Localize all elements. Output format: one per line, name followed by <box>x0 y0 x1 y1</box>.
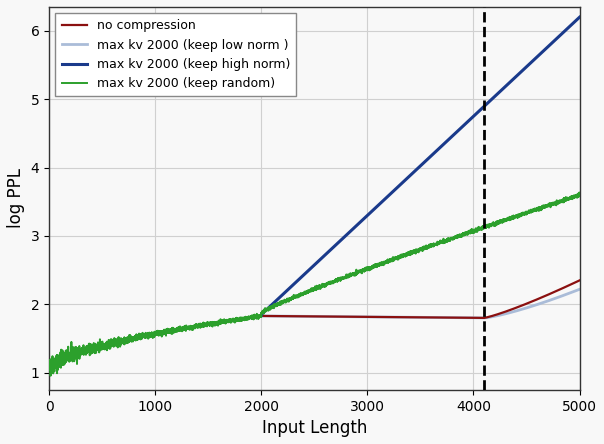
max kv 2000 (keep random) <box>45 364 53 369</box>
max kv 2000 (keep low norm ) <box>364 314 371 320</box>
max kv 2000 (keep random) <box>364 266 371 272</box>
max kv 2000 (keep random) <box>442 239 449 244</box>
max kv 2000 (keep random) <box>47 373 54 378</box>
no compression <box>576 278 583 283</box>
no compression <box>142 333 149 339</box>
Y-axis label: log PPL: log PPL <box>7 168 25 228</box>
max kv 2000 (keep high norm) <box>481 103 489 108</box>
max kv 2000 (keep low norm ) <box>248 315 255 320</box>
max kv 2000 (keep random) <box>482 225 489 230</box>
max kv 2000 (keep low norm ) <box>442 315 449 320</box>
max kv 2000 (keep high norm) <box>45 366 53 371</box>
Line: max kv 2000 (keep low norm ): max kv 2000 (keep low norm ) <box>49 289 580 369</box>
max kv 2000 (keep low norm ) <box>481 315 489 321</box>
Legend: no compression, max kv 2000 (keep low norm ), max kv 2000 (keep high norm), max : no compression, max kv 2000 (keep low no… <box>56 13 296 96</box>
no compression <box>481 315 489 321</box>
no compression <box>45 366 53 371</box>
no compression <box>442 315 449 320</box>
Line: max kv 2000 (keep random): max kv 2000 (keep random) <box>49 192 580 376</box>
no compression <box>390 314 397 320</box>
max kv 2000 (keep low norm ) <box>45 366 53 371</box>
X-axis label: Input Length: Input Length <box>262 419 367 437</box>
max kv 2000 (keep low norm ) <box>576 287 583 292</box>
max kv 2000 (keep high norm) <box>390 188 397 193</box>
max kv 2000 (keep high norm) <box>248 315 255 320</box>
no compression <box>248 315 255 320</box>
max kv 2000 (keep low norm ) <box>142 333 149 339</box>
max kv 2000 (keep random) <box>142 330 149 336</box>
max kv 2000 (keep random) <box>576 190 583 195</box>
max kv 2000 (keep high norm) <box>142 333 149 339</box>
max kv 2000 (keep high norm) <box>442 140 449 146</box>
Line: max kv 2000 (keep high norm): max kv 2000 (keep high norm) <box>49 17 580 369</box>
Line: no compression: no compression <box>49 281 580 369</box>
max kv 2000 (keep random) <box>248 313 255 318</box>
max kv 2000 (keep low norm ) <box>390 314 397 320</box>
max kv 2000 (keep high norm) <box>576 15 583 20</box>
max kv 2000 (keep random) <box>391 256 398 261</box>
max kv 2000 (keep high norm) <box>364 213 371 218</box>
max kv 2000 (keep random) <box>576 193 583 198</box>
no compression <box>364 314 371 320</box>
